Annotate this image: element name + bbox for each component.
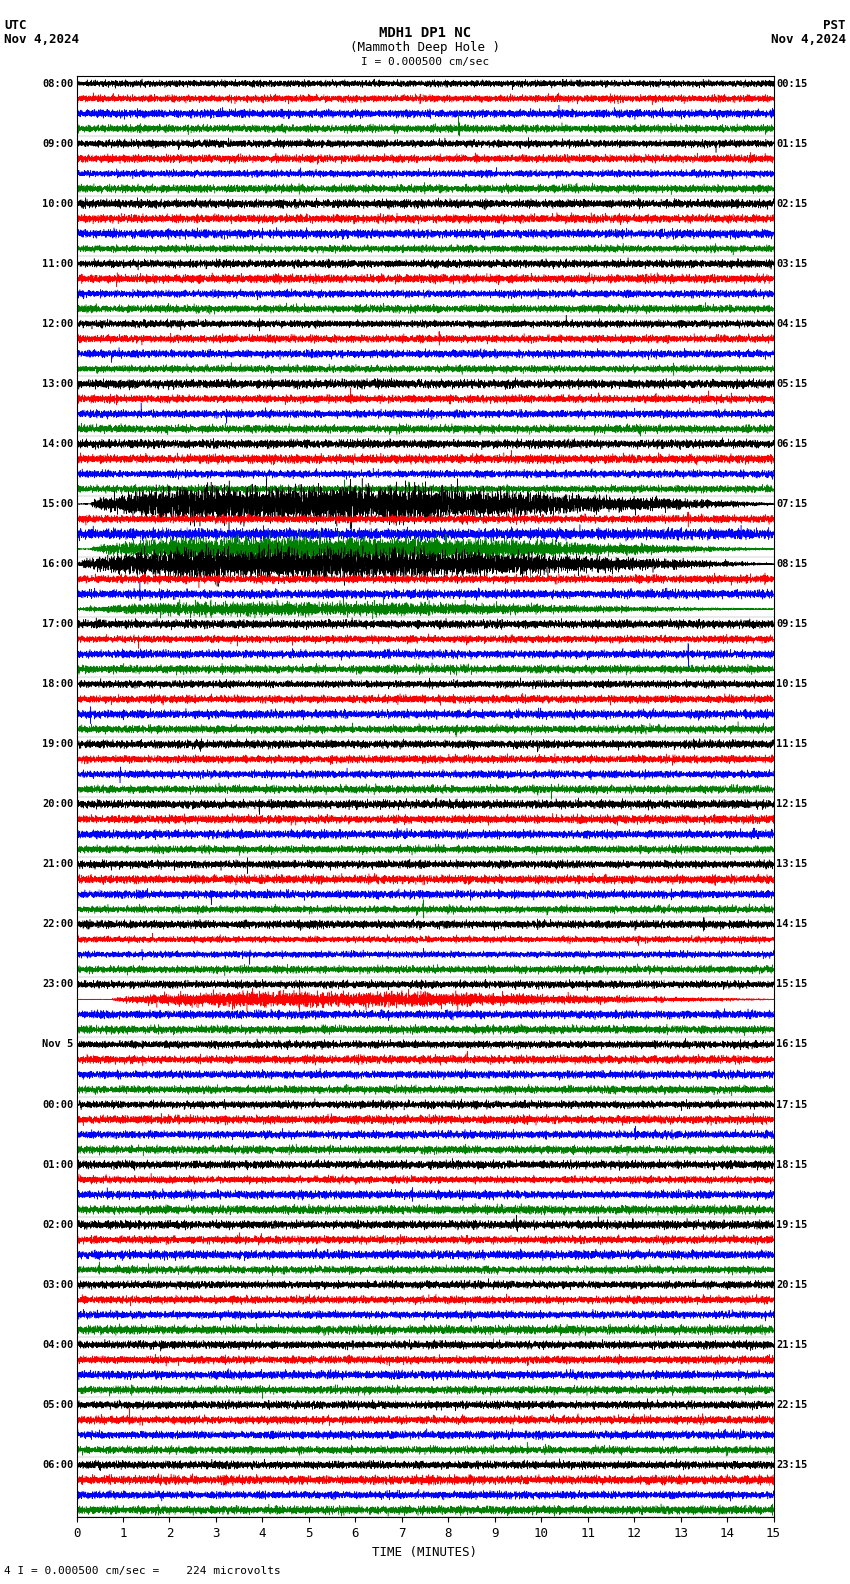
Text: 12:00: 12:00 [42,318,74,329]
Text: 00:15: 00:15 [776,79,808,89]
Text: 23:15: 23:15 [776,1460,808,1470]
Text: 22:15: 22:15 [776,1400,808,1410]
Text: 22:00: 22:00 [42,919,74,930]
Text: 07:15: 07:15 [776,499,808,508]
Text: 17:00: 17:00 [42,619,74,629]
Text: 23:00: 23:00 [42,979,74,990]
Text: 4 I = 0.000500 cm/sec =    224 microvolts: 4 I = 0.000500 cm/sec = 224 microvolts [4,1567,281,1576]
Text: 20:15: 20:15 [776,1280,808,1289]
Text: 10:00: 10:00 [42,198,74,209]
Text: 03:00: 03:00 [42,1280,74,1289]
Text: PST: PST [824,19,846,32]
Text: 11:00: 11:00 [42,258,74,269]
Text: 19:15: 19:15 [776,1220,808,1229]
Text: 04:15: 04:15 [776,318,808,329]
Text: 01:15: 01:15 [776,138,808,149]
Text: I = 0.000500 cm/sec: I = 0.000500 cm/sec [361,57,489,67]
Text: 11:15: 11:15 [776,740,808,749]
Text: Nov 4,2024: Nov 4,2024 [771,33,846,46]
Text: MDH1 DP1 NC: MDH1 DP1 NC [379,27,471,40]
Text: 16:15: 16:15 [776,1039,808,1050]
Text: 19:00: 19:00 [42,740,74,749]
Text: 21:15: 21:15 [776,1340,808,1350]
Text: 15:15: 15:15 [776,979,808,990]
Text: 05:00: 05:00 [42,1400,74,1410]
Text: Nov 5: Nov 5 [42,1039,74,1050]
Text: 18:15: 18:15 [776,1159,808,1169]
Text: 13:00: 13:00 [42,379,74,388]
Text: Nov 4,2024: Nov 4,2024 [4,33,79,46]
Text: (Mammoth Deep Hole ): (Mammoth Deep Hole ) [350,41,500,54]
Text: 02:15: 02:15 [776,198,808,209]
Text: 01:00: 01:00 [42,1159,74,1169]
Text: UTC: UTC [4,19,26,32]
Text: 15:00: 15:00 [42,499,74,508]
X-axis label: TIME (MINUTES): TIME (MINUTES) [372,1546,478,1559]
Text: 18:00: 18:00 [42,680,74,689]
Text: 12:15: 12:15 [776,800,808,809]
Text: 17:15: 17:15 [776,1099,808,1109]
Text: 09:15: 09:15 [776,619,808,629]
Text: 06:15: 06:15 [776,439,808,448]
Text: 05:15: 05:15 [776,379,808,388]
Text: 13:15: 13:15 [776,859,808,870]
Text: 09:00: 09:00 [42,138,74,149]
Text: 08:15: 08:15 [776,559,808,569]
Text: 03:15: 03:15 [776,258,808,269]
Text: 10:15: 10:15 [776,680,808,689]
Text: 00:00: 00:00 [42,1099,74,1109]
Text: 02:00: 02:00 [42,1220,74,1229]
Text: 20:00: 20:00 [42,800,74,809]
Text: 16:00: 16:00 [42,559,74,569]
Text: 14:15: 14:15 [776,919,808,930]
Text: 04:00: 04:00 [42,1340,74,1350]
Text: 14:00: 14:00 [42,439,74,448]
Text: 06:00: 06:00 [42,1460,74,1470]
Text: 08:00: 08:00 [42,79,74,89]
Text: 21:00: 21:00 [42,859,74,870]
